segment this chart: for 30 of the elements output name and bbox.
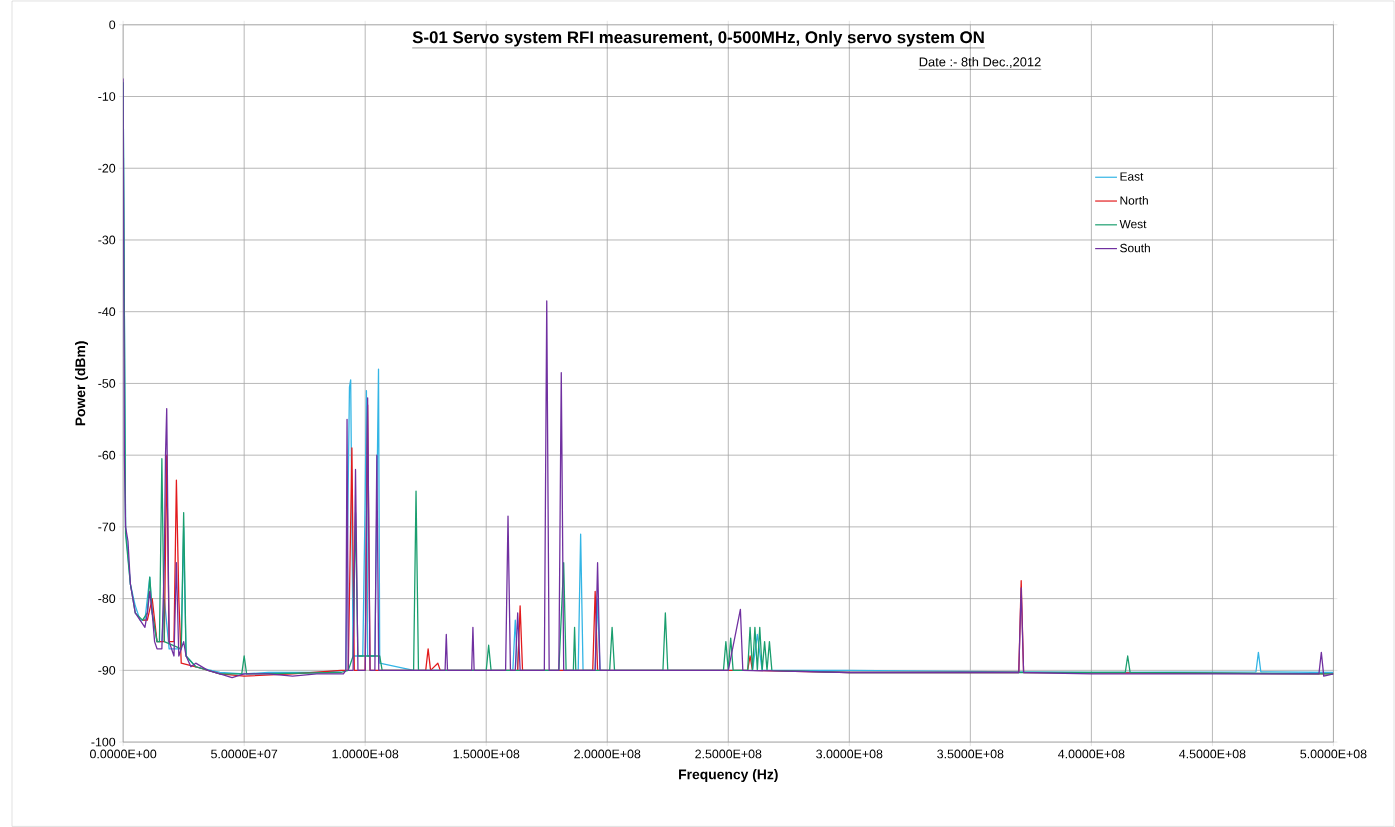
text: Date :- 8th Dec.,2012	[919, 56, 1041, 68]
x-tick-label: 3.5000E+08	[937, 749, 1004, 759]
x-tick-label: 0.0000E+00	[90, 749, 157, 759]
y-tick-label: -20	[98, 163, 116, 173]
y-tick-label: -90	[98, 665, 116, 675]
y-tick-label: -10	[98, 91, 116, 101]
x-tick-label: 4.0000E+08	[1058, 749, 1125, 759]
y-tick-label: -80	[98, 594, 116, 603]
y-tick-label: -100	[91, 737, 116, 747]
legend-label: East	[1120, 172, 1144, 181]
x-tick-label: 2.0000E+08	[574, 749, 641, 759]
legend-label: West	[1119, 219, 1147, 229]
x-tick-label: 5.0000E+08	[1300, 749, 1367, 759]
y-tick-label: -60	[98, 450, 116, 460]
x-tick-label: 4.5000E+08	[1179, 749, 1246, 759]
x-tick-label: 2.5000E+08	[695, 749, 762, 759]
y-tick-label: 0	[109, 20, 116, 29]
y-tick-label: -30	[98, 235, 116, 245]
chart-title: S-01 Servo system RFI measurement, 0-500MHz, Only servo system ON	[412, 30, 984, 47]
x-tick-label: 1.0000E+08	[332, 749, 399, 759]
y-tick-label: -70	[98, 522, 116, 532]
y-axis-title: Power (dBm)	[75, 341, 88, 426]
y-tick-label: -40	[98, 307, 116, 316]
x-tick-label: 1.5000E+08	[453, 749, 520, 759]
x-axis-title: Frequency (Hz)	[679, 768, 778, 782]
y-tick-label: -50	[98, 378, 116, 388]
x-tick-label: 3.0000E+08	[816, 749, 883, 759]
x-tick-label: 5.0000E+07	[211, 749, 278, 759]
legend-label: North	[1120, 195, 1148, 205]
legend-label: South	[1120, 243, 1150, 253]
